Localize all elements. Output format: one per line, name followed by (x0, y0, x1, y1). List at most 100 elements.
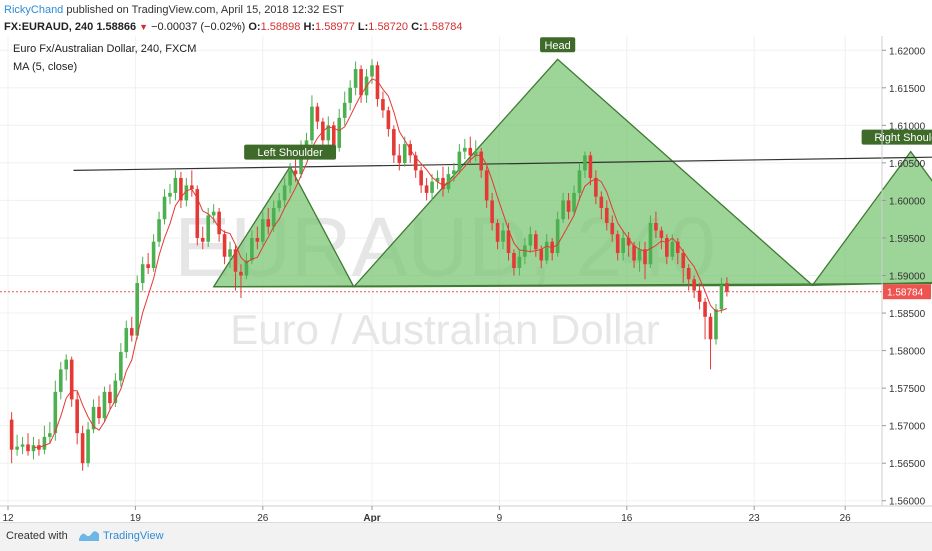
candle-body (561, 200, 565, 220)
candle-body (31, 445, 36, 452)
candle-body (539, 249, 544, 261)
candle-body (441, 177, 445, 190)
candle-body (604, 207, 609, 223)
candle-body (146, 264, 150, 268)
candle-body (468, 147, 473, 156)
y-tick-label: 1.59500 (889, 234, 926, 245)
candle-body (124, 328, 129, 353)
candle-body (681, 252, 686, 268)
last-price-tag: 1.58784 (883, 284, 931, 300)
candle-body (233, 249, 238, 272)
price-tag-text: 1.58784 (887, 288, 924, 299)
low-label: L: (357, 21, 369, 33)
x-tick-label: 26 (840, 513, 852, 522)
candle-body (424, 185, 429, 193)
candle-body (282, 185, 287, 201)
candle-body (386, 110, 391, 130)
candle-body (353, 69, 358, 88)
candle-body (675, 241, 680, 253)
candle-body (397, 155, 402, 163)
candle-body (615, 234, 620, 253)
candle-body (725, 283, 729, 292)
candle-body (621, 237, 625, 253)
candle-body (190, 185, 194, 190)
pattern-labels: Left Shoulder Head Right Shoulder (244, 37, 932, 160)
right-shoulder-label: Right Shoulder (874, 132, 932, 144)
candle-body (129, 328, 134, 336)
candle-body (435, 177, 440, 182)
x-tick-label: 23 (749, 513, 761, 522)
candle-body (632, 245, 636, 261)
candle-body (97, 406, 101, 419)
candle-body (20, 444, 25, 447)
price-axis[interactable]: 1.62000 1.61500 1.61000 1.60500 1.60000 1.595… (882, 46, 926, 508)
candle-body (452, 170, 456, 175)
candle-body (659, 230, 664, 238)
tradingview-brand[interactable]: TradingView (103, 530, 164, 542)
candle-body (512, 252, 516, 268)
x-tick-label: 26 (257, 513, 269, 522)
candle-body (228, 249, 232, 257)
head-and-shoulders-pattern (212, 58, 932, 288)
y-tick-label: 1.59000 (889, 272, 926, 283)
candle-body (708, 316, 713, 340)
candle-body (64, 359, 69, 370)
candle-body (566, 200, 571, 212)
candle-body (261, 219, 265, 242)
candle-body (599, 196, 604, 208)
candle-body (473, 151, 478, 156)
candle-body (222, 234, 227, 257)
candle-body (463, 147, 467, 152)
candle-body (69, 359, 74, 400)
candle-body (665, 237, 669, 257)
candle-body (195, 189, 200, 238)
symbol-label: FX:EURAUD, 240 (4, 21, 94, 33)
candle-body (392, 129, 396, 156)
candle-body (348, 87, 352, 103)
left-shoulder-label: Left Shoulder (257, 147, 323, 159)
candle-body (326, 125, 331, 141)
candle-body (714, 309, 718, 340)
candle-body (528, 234, 533, 246)
publish-info: RickyChand published on TradingView.com,… (4, 4, 344, 16)
x-tick-label: 16 (621, 513, 633, 522)
candle-body (86, 429, 90, 464)
candle-body (244, 260, 249, 276)
candle-body (75, 399, 79, 434)
candle-body (359, 69, 363, 96)
candle-body (184, 185, 189, 201)
candle-body (555, 219, 560, 253)
y-tick-label: 1.61000 (889, 121, 926, 132)
y-tick-label: 1.60000 (889, 196, 926, 207)
candle-body (168, 192, 172, 197)
candle-body (26, 444, 30, 452)
candle-body (697, 290, 702, 302)
candle-body (588, 155, 593, 178)
change-value: −0.00037 (−0.02%) (151, 21, 246, 33)
tradingview-logo-icon (79, 531, 99, 541)
candlestick-chart[interactable]: EURAUD, 240 Euro / Australian Dollar Lef… (0, 36, 932, 522)
open-label: O: (248, 21, 261, 33)
candle-body (91, 406, 96, 430)
candle-body (157, 219, 161, 242)
time-axis[interactable]: 12 19 26 Apr 9 16 23 26 (2, 506, 851, 522)
candle-body (484, 170, 489, 201)
candle-body (255, 237, 260, 242)
right-shoulder-label-bg (861, 129, 932, 145)
candle-body (53, 391, 58, 434)
footer: Created with TradingView (0, 522, 932, 551)
candle-body (15, 446, 19, 450)
y-tick-label: 1.58000 (889, 347, 926, 358)
candle-body (402, 144, 407, 163)
high-value: 1.58977 (315, 21, 355, 33)
trend-lines (0, 156, 932, 293)
candle-body (479, 151, 483, 171)
candle-body (583, 155, 587, 171)
candle-body (381, 99, 385, 111)
candle-body (310, 106, 314, 141)
author-link[interactable]: RickyChand (4, 4, 64, 16)
candle-body (375, 65, 380, 100)
candle-body (610, 222, 615, 235)
candle-body (703, 301, 707, 317)
x-tick-label: 9 (497, 513, 503, 522)
